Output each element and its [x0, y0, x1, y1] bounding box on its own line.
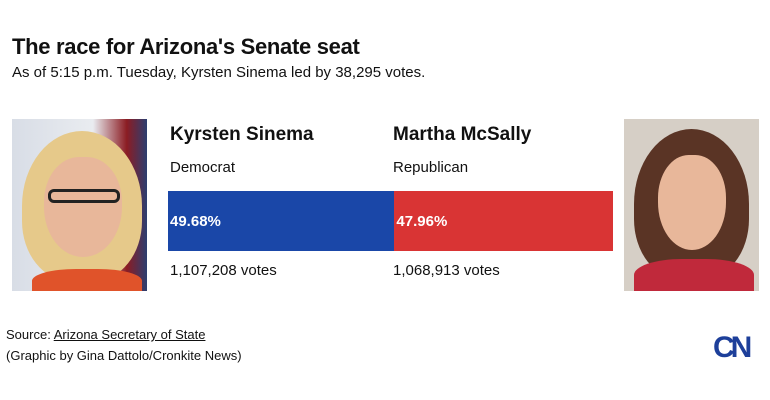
source-prefix: Source:: [6, 327, 54, 342]
page-title: The race for Arizona's Senate seat: [12, 34, 360, 59]
votes-mcsally: 1,068,913 votes: [393, 262, 500, 279]
bar-mcsally: 47.96%: [394, 191, 613, 251]
percent-label-sinema: 49.68%: [170, 212, 221, 230]
cronkite-news-logo: CN: [713, 331, 752, 364]
votes-sinema: 1,107,208 votes: [170, 262, 277, 279]
sinema-photo: [12, 119, 147, 291]
party-mcsally: Republican: [393, 159, 469, 176]
party-sinema: Democrat: [170, 159, 236, 176]
candidate-name-sinema: Kyrsten Sinema: [170, 124, 314, 145]
mcsally-photo: [624, 119, 759, 291]
graphic-credit: (Graphic by Gina Dattolo/Cronkite News): [6, 348, 242, 363]
candidate-name-mcsally: Martha McSally: [393, 124, 532, 145]
subtitle: As of 5:15 p.m. Tuesday, Kyrsten Sinema …: [12, 64, 426, 81]
source-line: Source: Arizona Secretary of State: [6, 327, 205, 342]
bar-sinema: 49.68%: [168, 191, 395, 251]
percent-label-mcsally: 47.96%: [396, 212, 448, 230]
vote-share-bar: 49.68% 47.96%: [168, 191, 613, 251]
source-link[interactable]: Arizona Secretary of State: [53, 327, 206, 342]
